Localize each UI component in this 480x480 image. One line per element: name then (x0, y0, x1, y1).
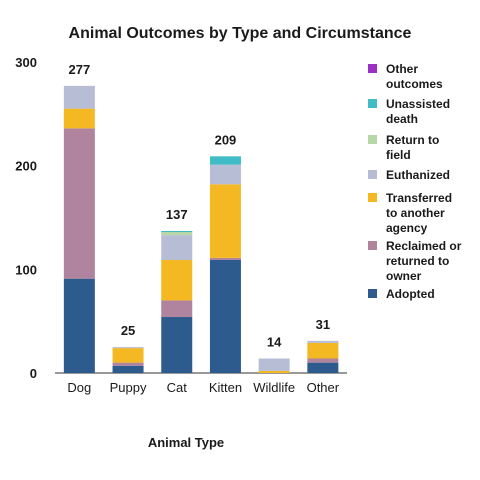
y-tick-label: 200 (15, 159, 37, 174)
y-axis: 0 100 200 300 (15, 55, 37, 381)
bar-segment (112, 365, 144, 373)
legend-label: owner (386, 269, 422, 283)
y-tick-label: 100 (15, 262, 37, 277)
bar-total-label: 14 (267, 334, 282, 349)
bar-total-label: 31 (316, 317, 330, 332)
x-tick-label: Puppy (110, 380, 147, 395)
y-tick-label: 0 (30, 366, 37, 381)
bar-segment (209, 184, 241, 258)
x-tick-label: Cat (167, 380, 188, 395)
bar-segment (209, 260, 241, 373)
bar-segment (307, 358, 339, 363)
x-tick-label: Kitten (209, 380, 242, 395)
legend-label: outcomes (386, 77, 443, 91)
bar-segment (258, 358, 290, 371)
legend-label: Other (386, 62, 418, 76)
bar-segment (161, 300, 193, 318)
legend-label: Return to (386, 133, 439, 147)
bar-segment (307, 342, 339, 359)
bar-segment (258, 370, 290, 373)
x-axis: Dog Puppy Cat Kitten Wildlife Other (67, 380, 339, 395)
bar-segment (63, 278, 95, 373)
bar-segment (63, 85, 95, 109)
bar-segment (209, 164, 241, 185)
bar-segment (112, 362, 144, 366)
legend-label: Euthanized (386, 168, 450, 182)
bar-segment (161, 317, 193, 373)
legend-label: returned to (386, 254, 449, 268)
legend-label: field (386, 148, 411, 162)
bar-segment (307, 362, 339, 373)
bar-segment (161, 230, 193, 233)
bar-segment (307, 340, 339, 343)
bar-total-label: 25 (121, 323, 135, 338)
bar-segment (161, 232, 193, 236)
legend-label: agency (386, 221, 428, 235)
bar-segment (209, 156, 241, 165)
legend-label: Transferred (386, 191, 452, 205)
bar-total-label: 137 (166, 207, 188, 222)
bar-segment (161, 235, 193, 261)
bar-segment (112, 348, 144, 363)
bar-total-label: 277 (68, 62, 90, 77)
bar-segment (63, 128, 95, 279)
legend-label: to another (386, 206, 445, 220)
bar-segment (161, 260, 193, 301)
chart-title: Animal Outcomes by Type and Circumstance (69, 25, 412, 42)
y-tick-label: 300 (15, 55, 37, 70)
x-axis-label: Animal Type (148, 435, 224, 450)
legend-swatch (368, 241, 377, 250)
legend-swatch (368, 99, 377, 108)
x-tick-label: Dog (67, 380, 91, 395)
legend-swatch (368, 64, 377, 73)
legend-label: Reclaimed or (386, 239, 462, 253)
legend-label: death (386, 112, 418, 126)
x-tick-label: Wildlife (253, 380, 295, 395)
legend-swatch (368, 135, 377, 144)
legend-swatch (368, 193, 377, 202)
bar-total-label: 209 (215, 132, 237, 147)
bar-segment (209, 257, 241, 261)
legend-swatch (368, 170, 377, 179)
x-tick-label: Other (307, 380, 340, 395)
bar-segment (63, 108, 95, 129)
legend-label: Adopted (386, 287, 435, 301)
bars (63, 85, 339, 373)
bar-segment (112, 347, 144, 349)
total-labels: 277 25 137 209 14 31 (68, 62, 330, 350)
legend-swatch (368, 289, 377, 298)
legend-label: Unassisted (386, 97, 450, 111)
